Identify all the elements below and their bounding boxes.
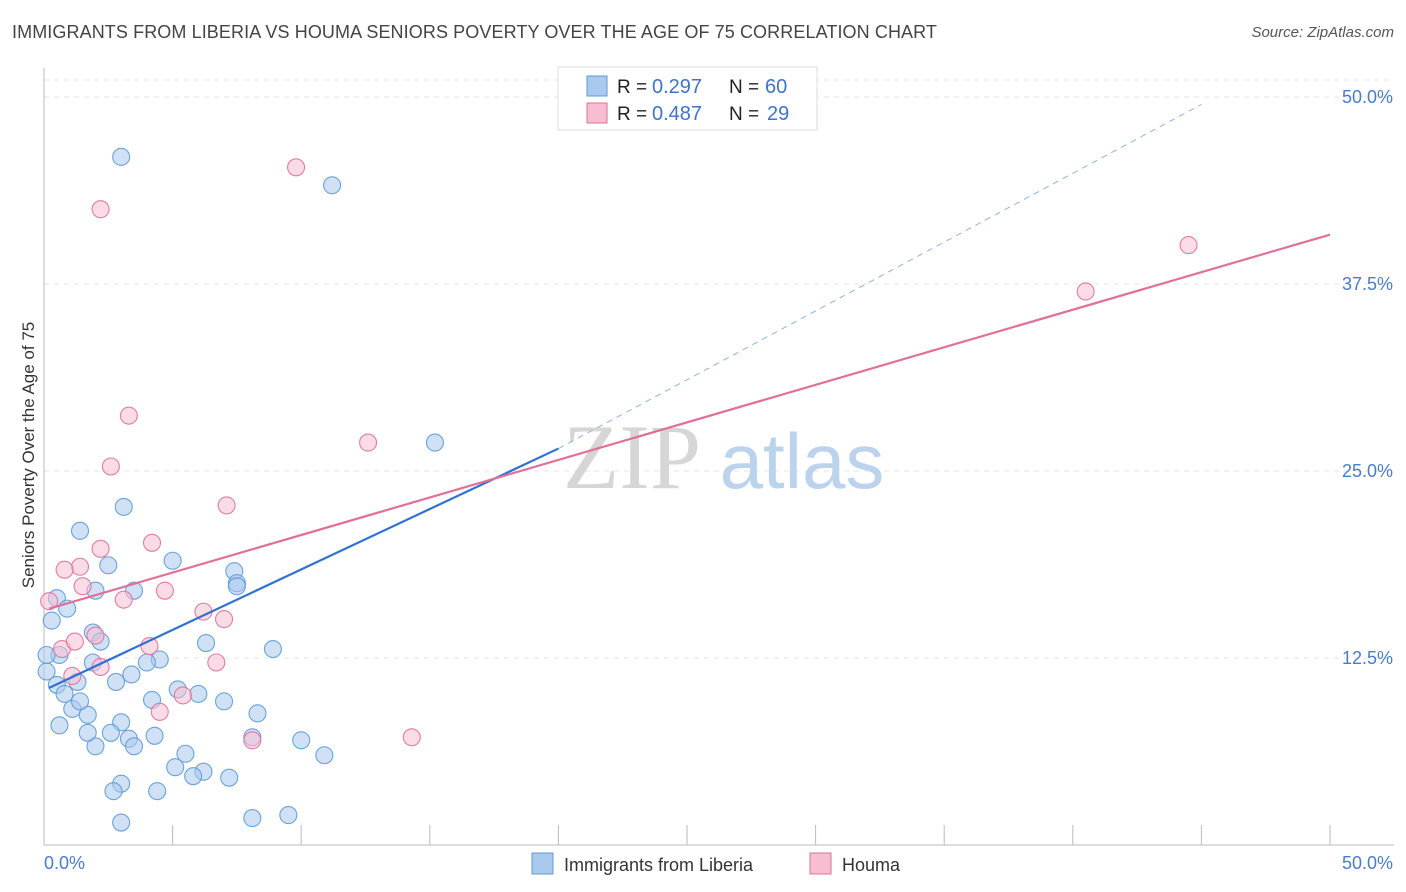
legend-n-label: N =: [729, 77, 759, 98]
houma-point: [73, 577, 92, 596]
liberia-point: [99, 556, 118, 575]
liberia-trend-line: [48, 447, 559, 689]
liberia-point: [189, 684, 208, 703]
legend-n-label: N =: [729, 104, 759, 125]
houma-point: [91, 539, 110, 558]
liberia-point: [112, 147, 131, 166]
axis-labels: 0.0% 50.0% 12.5% 25.0% 37.5% 50.0%: [44, 87, 1393, 873]
liberia-point: [114, 497, 133, 516]
houma-point: [142, 533, 162, 552]
legend-swatch-liberia: [586, 75, 608, 97]
houma-point: [40, 592, 59, 611]
liberia-point: [323, 176, 342, 195]
liberia-point: [279, 806, 298, 825]
legend-swatch-liberia: [531, 852, 554, 875]
houma-point: [91, 200, 110, 219]
legend-r-label: R =: [617, 104, 647, 125]
liberia-point: [176, 744, 195, 763]
watermark-zip: ZIP: [563, 406, 701, 508]
houma-point: [119, 406, 138, 425]
legend-series: Immigrants from Liberia Houma: [531, 852, 901, 875]
liberia-point: [145, 726, 164, 745]
liberia-point: [104, 782, 123, 801]
trend-lines: [48, 104, 1331, 689]
legend-n-value-houma: 29: [767, 103, 789, 125]
liberia-point: [70, 521, 90, 540]
liberia-point: [112, 813, 131, 832]
y-tick-label: 12.5%: [1342, 648, 1393, 668]
x-tick-label: 50.0%: [1342, 853, 1393, 873]
houma-point: [150, 702, 169, 721]
houma-point: [65, 632, 84, 651]
liberia-point: [55, 684, 74, 703]
houma-point: [173, 686, 192, 705]
x-tick-label: 0.0%: [44, 853, 85, 873]
legend-r-value-liberia: 0.297: [652, 76, 702, 98]
liberia-point: [315, 746, 334, 765]
liberia-point: [248, 704, 267, 723]
houma-point: [114, 590, 133, 609]
chart-source: Source: ZipAtlas.com: [1251, 24, 1394, 41]
legend-swatch-houma: [809, 852, 832, 875]
liberia-trend-extension: [558, 104, 1202, 450]
liberia-point: [243, 809, 262, 828]
liberia-point: [124, 737, 144, 756]
y-tick-label: 50.0%: [1342, 87, 1393, 107]
liberia-point: [106, 672, 126, 691]
liberia-point: [50, 716, 69, 735]
liberia-point: [42, 611, 61, 630]
legend-stats: R = 0.297 N = 60 R = 0.487 N = 29: [557, 66, 818, 131]
y-tick-label: 37.5%: [1342, 274, 1393, 294]
houma-point: [55, 560, 74, 579]
liberia-point: [101, 723, 120, 742]
houma-trend-line: [48, 233, 1331, 610]
liberia-point: [227, 577, 246, 596]
axes: [43, 68, 1394, 846]
houma-point: [1179, 236, 1198, 255]
liberia-point: [220, 768, 239, 787]
y-axis-title: Seniors Poverty Over the Age of 75: [19, 322, 38, 588]
houma-point: [217, 496, 236, 515]
legend-r-value-houma: 0.487: [652, 103, 702, 125]
liberia-point: [196, 633, 216, 653]
houma-point: [243, 731, 262, 750]
houma-point: [70, 557, 90, 576]
chart-title: IMMIGRANTS FROM LIBERIA VS HOUMA SENIORS…: [12, 22, 938, 42]
houma-point: [101, 457, 120, 476]
liberia-point: [214, 692, 234, 711]
houma-point: [402, 728, 421, 747]
legend-label-houma: Houma: [842, 855, 901, 875]
houma-point: [86, 626, 105, 645]
liberia-point: [292, 731, 311, 750]
legend-label-liberia: Immigrants from Liberia: [564, 855, 754, 875]
liberia-point: [37, 645, 56, 665]
liberia-point: [122, 665, 141, 684]
liberia-point: [78, 705, 97, 724]
liberia-point: [78, 723, 97, 742]
houma-point: [214, 610, 234, 629]
liberia-point: [425, 433, 444, 452]
liberia-point: [137, 653, 156, 672]
houma-point: [1076, 282, 1095, 301]
watermark: ZIP atlas: [563, 406, 884, 508]
y-tick-label: 25.0%: [1342, 461, 1393, 481]
liberia-point: [184, 767, 203, 786]
houma-point: [207, 653, 226, 672]
gridlines: [44, 79, 1394, 659]
liberia-point: [148, 782, 167, 801]
houma-point: [359, 433, 378, 452]
houma-point: [287, 158, 306, 177]
legend-swatch-houma: [586, 102, 608, 124]
legend-n-value-liberia: 60: [765, 76, 787, 98]
data-points: [37, 147, 1198, 832]
houma-point: [155, 581, 174, 600]
liberia-point: [263, 639, 282, 659]
legend-r-label: R =: [617, 77, 647, 98]
liberia-point: [86, 737, 105, 756]
watermark-atlas: atlas: [720, 417, 885, 505]
liberia-point: [166, 758, 185, 777]
liberia-point: [163, 551, 182, 570]
liberia-point: [70, 692, 90, 711]
